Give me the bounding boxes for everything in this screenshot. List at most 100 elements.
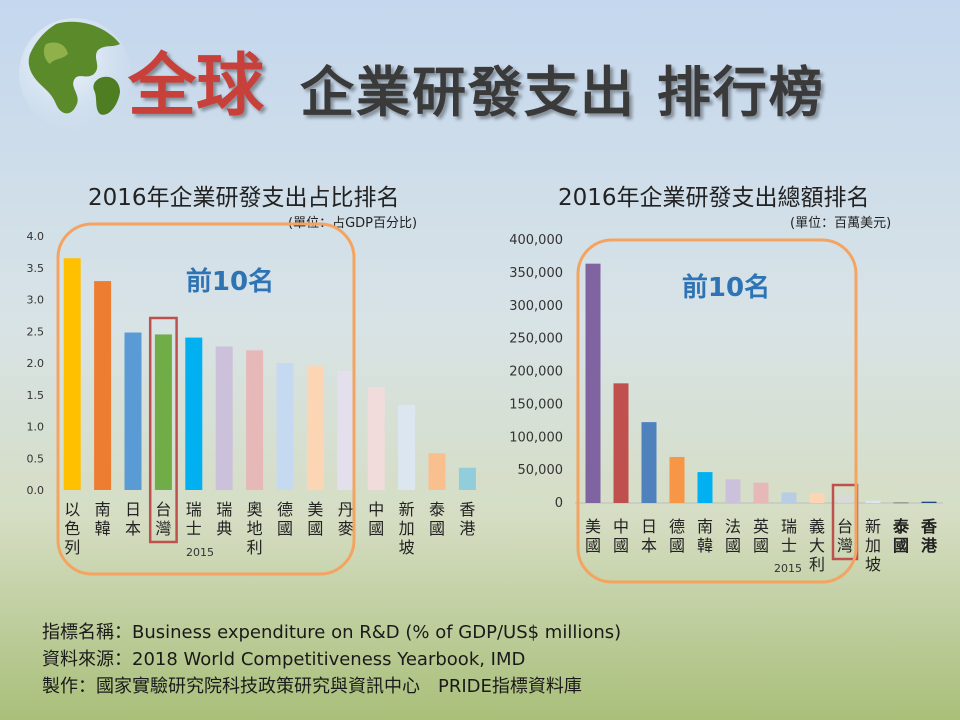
bar [124,332,142,490]
x-tick-label: 利 [809,555,825,574]
y-tick-label: 4.0 [27,230,45,243]
x-tick-label: 新 [865,517,881,536]
y-tick-label: 50,000 [518,463,564,478]
bar [753,482,769,503]
x-axis-subtitle: 2015 [774,562,802,575]
top10-annotation: 前10名 [682,272,770,303]
chart2-title: 2016年企業研發支出總額排名 [558,185,870,211]
y-tick-label: 150,000 [509,397,563,412]
x-tick-label: 灣 [155,519,171,538]
chart1-title: 2016年企業研發支出占比排名 [88,185,400,211]
top10-frame [56,222,356,576]
x-tick-label: 瑞 [781,517,797,536]
bar [306,366,324,490]
x-tick-label: 典 [216,519,232,538]
x-tick-label: 加 [399,519,415,538]
x-tick-label: 美 [585,517,601,536]
x-tick-label: 國 [725,536,741,555]
x-tick-label: 國 [307,519,323,538]
x-tick-label: 士 [781,536,797,555]
title-banner: 全球 企業研發支出 排行榜 [0,0,960,150]
x-tick-label: 大 [809,536,825,555]
x-tick-label: 香 [920,517,938,536]
x-tick-label: 南 [95,500,111,519]
x-tick-label: 國 [585,536,601,555]
x-tick-label: 國 [429,519,445,538]
x-tick-label: 利 [247,538,263,557]
chart-total-expenditure: 0 50,000 100,000 150,000 200,000 250,000 300,0… [509,233,943,584]
bar [154,334,172,490]
y-tick-label: 2.0 [27,357,45,370]
bar [809,493,825,503]
x-tick-label: 韓 [95,519,111,538]
y-tick-label: 2.5 [27,325,45,338]
chart-gdp-share: 0.00.51.01.52.02.53.03.54.0以色列南韓日本台灣瑞士瑞典… [27,222,476,576]
x-tick-label: 南 [697,517,713,536]
chart1-unit: (單位：占GDP百分比) [288,216,418,231]
bar [246,350,264,490]
x-tick-label: 中 [368,500,384,519]
x-tick-label: 本 [641,536,657,555]
footer-producer: 製作：國家實驗研究院科技政策研究與資訊中心 PRIDE指標資料庫 [42,676,582,697]
x-tick-label: 瑞 [216,500,232,519]
x-tick-label: 麥 [338,519,354,538]
x-tick-label: 泰 [892,517,910,536]
bar [337,370,355,490]
x-tick-label: 美 [307,500,323,519]
x-tick-label: 法 [725,517,741,536]
x-tick-label: 國 [277,519,293,538]
x-tick-label: 國 [753,536,769,555]
y-tick-label: 3.0 [27,294,45,307]
x-axis-subtitle: 2015 [186,546,214,559]
bar [428,453,446,490]
bar [725,479,741,503]
bar [837,494,853,503]
bar [276,363,294,490]
chart2-unit: (單位：百萬美元) [790,216,892,231]
x-tick-label: 國 [669,536,685,555]
x-tick-label: 列 [64,538,80,557]
x-tick-label: 灣 [837,536,853,555]
x-tick-label: 瑞 [186,500,202,519]
x-tick-label: 士 [186,519,202,538]
x-tick-label: 丹 [338,500,354,519]
bar [865,500,881,503]
bar [367,387,385,490]
title-highlight: 全球 [128,47,265,126]
y-tick-label: 350,000 [509,266,563,281]
top10-annotation: 前10名 [186,266,274,297]
x-tick-label: 新 [399,500,415,519]
title-main: 企業研發支出 排行榜 [300,61,825,124]
x-tick-label: 坡 [399,538,415,557]
bar [921,501,937,503]
footer-source: 資料來源：2018 World Competitiveness Yearbook… [42,649,526,670]
y-tick-label: 200,000 [509,365,563,380]
footer-indicator: 指標名稱：Business expenditure on R&D (% of G… [42,622,622,643]
y-tick-label: 3.5 [27,262,45,275]
x-tick-label: 德 [277,500,293,519]
top10-frame [576,238,858,584]
y-tick-label: 250,000 [509,332,563,347]
x-tick-label: 義 [809,517,825,536]
y-tick-label: 0 [555,496,563,511]
x-tick-label: 英 [753,517,769,536]
x-tick-label: 國 [893,536,909,555]
y-tick-label: 300,000 [509,299,563,314]
x-tick-label: 韓 [697,536,713,555]
highlight-box [148,316,178,544]
x-tick-label: 台 [155,500,171,519]
x-tick-label: 坡 [865,555,881,574]
x-tick-label: 奧 [247,500,263,519]
bar [781,492,797,503]
x-tick-label: 以 [64,500,80,519]
bar [63,258,81,490]
bar [215,346,233,490]
x-tick-label: 國 [613,536,629,555]
x-tick-label: 泰 [429,500,445,519]
x-tick-label: 港 [921,536,938,555]
y-tick-label: 0.5 [27,452,45,465]
x-tick-label: 港 [459,519,475,538]
x-tick-label: 地 [247,519,263,538]
x-tick-label: 香 [459,500,475,519]
bar [641,422,657,503]
